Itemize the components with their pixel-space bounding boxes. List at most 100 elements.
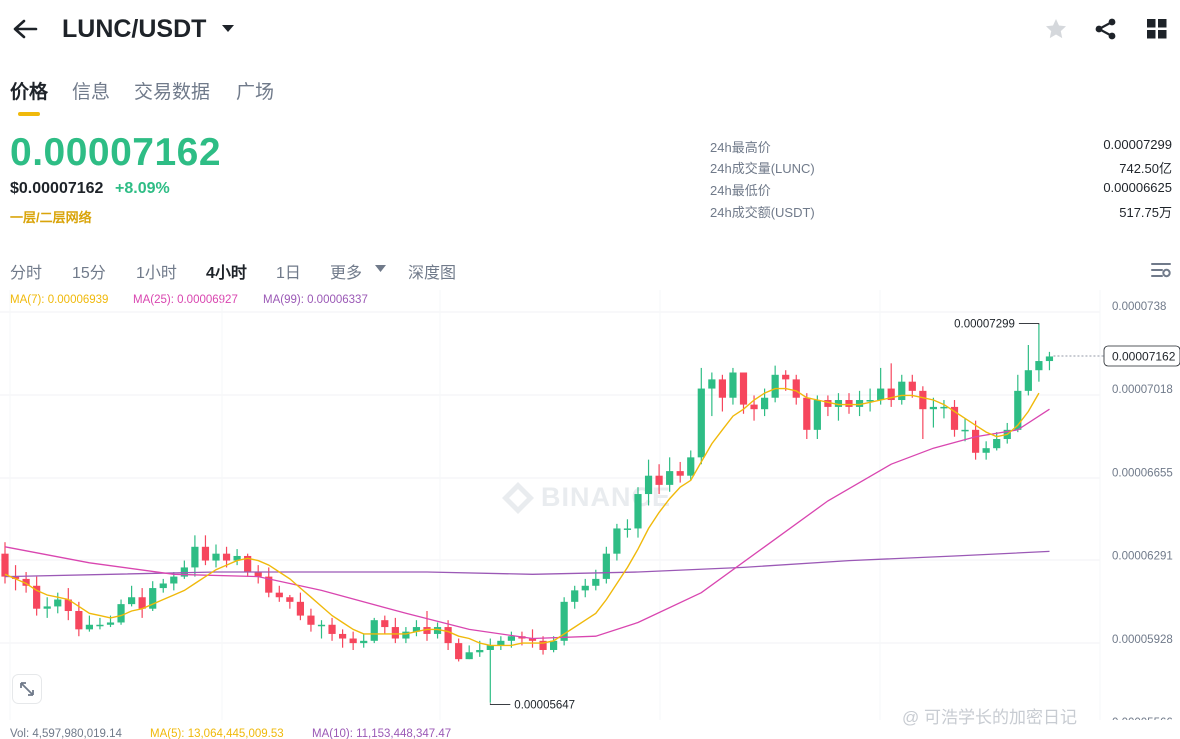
ma25-line	[4, 408, 1050, 640]
author-watermark: @ 可浩学长的加密日记	[902, 708, 1077, 727]
candle-up	[982, 441, 990, 460]
candle-up	[834, 393, 843, 421]
expand-icon[interactable]	[12, 674, 42, 704]
candle-down	[423, 611, 431, 641]
candle-up	[212, 544, 220, 568]
timeframe-1d[interactable]: 1日	[276, 265, 301, 282]
timeframe-line[interactable]: 分时	[10, 265, 43, 282]
ma25-legend: MA(25): 0.00006927	[133, 294, 238, 306]
candle-up	[370, 617, 378, 644]
timeframe-more[interactable]: 更多	[330, 265, 363, 282]
candle-up	[412, 620, 421, 637]
candle-up	[170, 572, 178, 591]
share-icon[interactable]	[1094, 17, 1118, 41]
candle-up	[159, 578, 167, 593]
candle-up	[571, 585, 579, 609]
timeframe-depth[interactable]: 深度图	[408, 265, 457, 282]
dropdown-caret-icon[interactable]	[221, 24, 235, 34]
candle-down	[11, 565, 20, 591]
grid-icon[interactable]	[1146, 18, 1168, 40]
tab-price[interactable]: 价格	[10, 82, 49, 103]
stat-turnover-value: 517.75万	[1119, 205, 1172, 220]
candle-up	[497, 636, 505, 650]
candle-up	[117, 599, 125, 625]
candle-up	[866, 388, 874, 412]
volume-ma5-legend: MA(5): 13,064,445,009.53	[150, 728, 284, 739]
candle-down	[782, 370, 790, 391]
last-price: 0.00007162	[10, 131, 222, 174]
candle-down	[339, 629, 347, 648]
candle-down	[328, 617, 336, 641]
candle-up	[623, 519, 632, 538]
candle-down	[972, 420, 980, 460]
volume-ma10-legend: MA(10): 11,153,448,347.47	[312, 728, 452, 739]
y-tick-label: 0.00006291	[1112, 551, 1173, 563]
stat-low-label: 24h最低价	[710, 183, 771, 198]
candle-up	[54, 592, 62, 614]
candle-up	[613, 523, 621, 561]
y-tick-label: 0.0000738	[1112, 301, 1166, 313]
candle-up	[813, 395, 821, 440]
candle-down	[201, 535, 210, 566]
candle-up	[729, 367, 737, 405]
candle-down	[655, 464, 663, 495]
binance-logo-watermark	[502, 482, 534, 514]
timeframe-4h[interactable]: 4小时	[206, 265, 247, 282]
candle-down	[444, 620, 452, 650]
y-tick-label: 0.00005928	[1112, 634, 1173, 646]
candle-down	[75, 601, 83, 637]
candle-down	[455, 638, 463, 662]
tab-trading-data[interactable]: 交易数据	[134, 82, 211, 103]
candle-up	[149, 581, 157, 612]
y-tick-label: 0.00005566	[1112, 717, 1173, 720]
candle-down	[349, 631, 357, 650]
timeframe-1h[interactable]: 1小时	[136, 265, 177, 282]
candle-down	[296, 592, 304, 621]
current-price-label: 0.00007162	[1112, 349, 1176, 363]
candle-down	[792, 374, 800, 405]
timeframe-15m[interactable]: 15分	[72, 265, 106, 282]
candle-down	[718, 374, 726, 412]
candle-down	[64, 588, 72, 621]
candle-down	[138, 588, 146, 618]
usd-price: $0.00007162	[10, 180, 104, 197]
current-price-box	[1103, 345, 1180, 367]
candle-down	[887, 363, 895, 407]
stat-high-value: 0.00007299	[1103, 137, 1172, 152]
candle-down	[275, 585, 283, 602]
candle-down	[381, 615, 389, 634]
candle-up	[128, 585, 136, 607]
active-tab-indicator	[18, 112, 40, 116]
tab-info[interactable]: 信息	[72, 82, 111, 103]
candle-up	[644, 459, 653, 506]
tab-square[interactable]: 广场	[236, 82, 275, 103]
candle-up	[191, 535, 199, 577]
candle-up	[1014, 374, 1022, 433]
candle-up	[581, 578, 589, 598]
candle-up	[433, 622, 442, 639]
candle-up	[402, 627, 410, 644]
stat-low-value: 0.00006625	[1103, 180, 1172, 195]
candle-down	[222, 546, 231, 568]
candle-up	[877, 367, 885, 405]
candle-up	[85, 615, 93, 632]
back-arrow-icon[interactable]	[12, 18, 38, 40]
candle-up	[898, 374, 906, 405]
candle-down	[307, 608, 315, 632]
candle-up	[96, 617, 104, 630]
price-change: +8.09%	[115, 180, 170, 197]
candle-up	[666, 457, 674, 492]
chart-settings-icon[interactable]	[1150, 260, 1172, 280]
candle-up	[961, 418, 969, 442]
candle-down	[803, 393, 811, 440]
more-caret-icon[interactable]	[375, 265, 386, 273]
stat-volume-label: 24h成交量(LUNC)	[710, 161, 815, 176]
candle-up	[317, 620, 326, 639]
category-tag[interactable]: 一层/二层网络	[10, 210, 92, 225]
candle-up	[360, 633, 368, 648]
candle-down	[739, 372, 748, 414]
pair-title[interactable]: LUNC/USDT	[62, 15, 207, 43]
star-icon[interactable]	[1044, 17, 1068, 41]
candle-down	[539, 636, 547, 655]
